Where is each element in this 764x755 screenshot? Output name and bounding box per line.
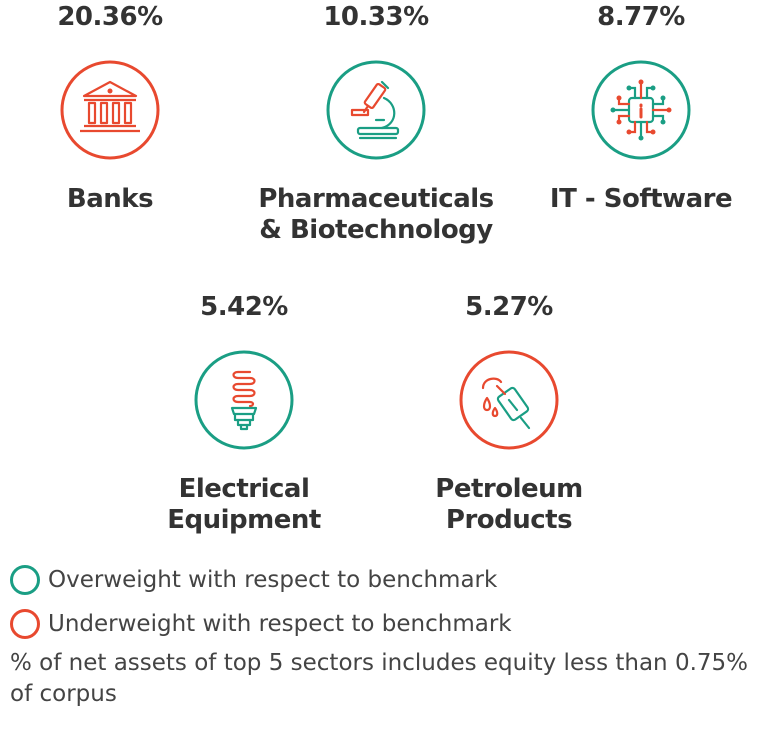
- fuel-nozzle-icon: [457, 348, 561, 452]
- sector-it-software: 8.77%: [516, 2, 764, 215]
- bank-icon: [58, 58, 162, 162]
- legend-underweight: Underweight with respect to benchmark: [10, 608, 750, 640]
- sector-percent: 5.42%: [200, 292, 288, 322]
- legend-underweight-label: Underweight with respect to benchmark: [48, 611, 512, 637]
- sector-percent: 10.33%: [323, 2, 429, 32]
- sector-percent: 5.27%: [465, 292, 553, 322]
- sector-petroleum-products: 5.27% Petroleum Products: [384, 292, 634, 536]
- legend-overweight: Overweight with respect to benchmark: [10, 564, 750, 596]
- legend: Overweight with respect to benchmark Und…: [10, 564, 750, 640]
- legend-overweight-label: Overweight with respect to benchmark: [48, 567, 498, 593]
- sector-name: Banks: [66, 184, 154, 214]
- footnote: % of net assets of top 5 sectors include…: [10, 650, 749, 707]
- sector-pharmaceuticals: 10.33% Pharmaceuticals & Biotechnology: [251, 2, 501, 246]
- underweight-circle-icon: [10, 609, 40, 639]
- sector-name: IT - Software: [549, 184, 733, 214]
- microscope-icon: [324, 58, 428, 162]
- sector-name: Petroleum Products: [435, 474, 583, 535]
- sector-banks: 20.36% Banks: [0, 2, 235, 215]
- sector-name: Pharmaceuticals & Biotechnology: [258, 184, 494, 245]
- sector-percent: 8.77%: [597, 2, 685, 32]
- overweight-circle-icon: [10, 565, 40, 595]
- sector-electrical-equipment: 5.42% Electrical Equipment: [119, 292, 369, 536]
- cfl-bulb-icon: [192, 348, 296, 452]
- circuit-chip-icon: [589, 58, 693, 162]
- sector-percent: 20.36%: [57, 2, 163, 32]
- sector-name: Electrical Equipment: [167, 474, 321, 535]
